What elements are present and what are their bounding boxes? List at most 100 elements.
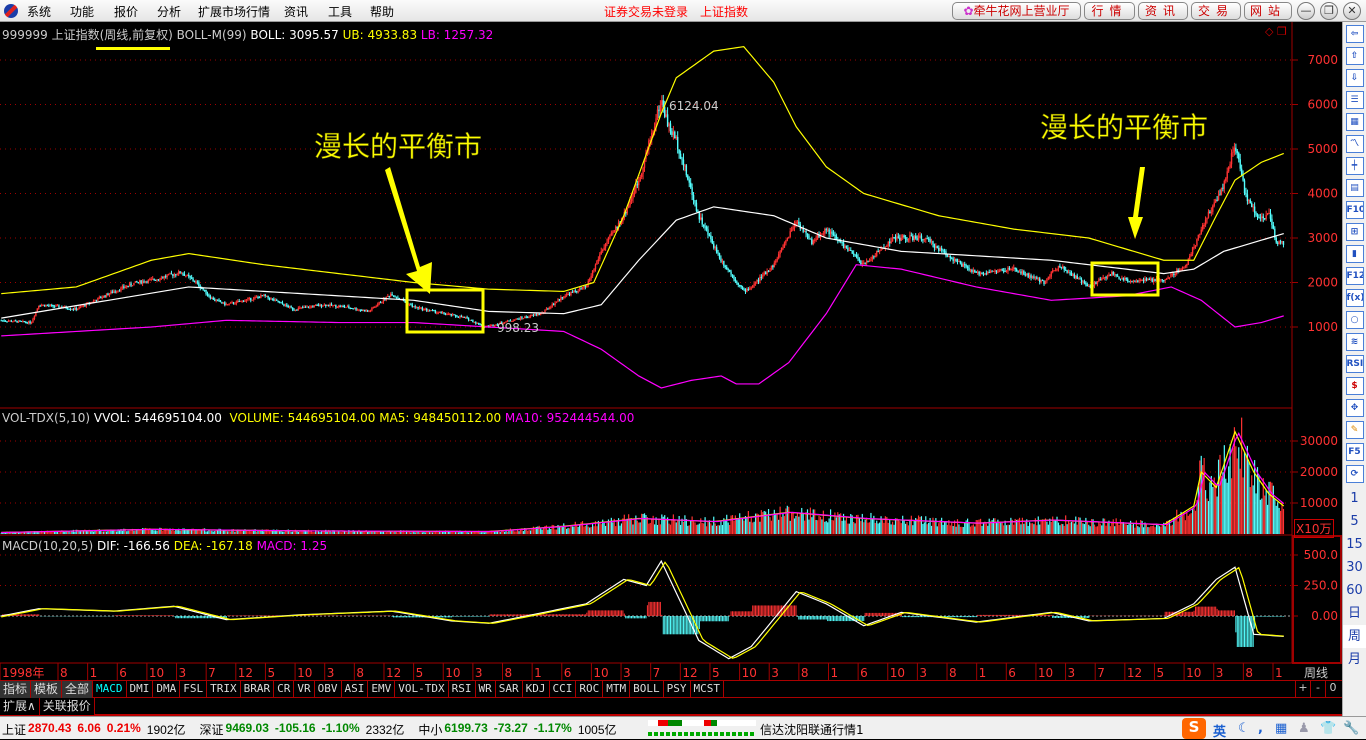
quote-list-icon[interactable]: ☰ xyxy=(1345,91,1364,109)
candle-body xyxy=(865,260,868,264)
tab-roc[interactable]: ROC xyxy=(576,681,604,698)
tab-cci[interactable]: CCI xyxy=(550,681,577,698)
tab-vr[interactable]: VR xyxy=(294,681,315,698)
menu-quote[interactable]: 报价 xyxy=(114,5,139,19)
menu-system[interactable]: 系统 xyxy=(27,5,52,19)
tab-mtm[interactable]: MTM xyxy=(603,681,631,698)
move-icon[interactable]: ✥ xyxy=(1345,399,1364,417)
tab-boll[interactable]: BOLL xyxy=(630,681,664,698)
tree-icon[interactable]: ⊞ xyxy=(1345,223,1364,241)
tab-related-quotes[interactable]: 关联报价 xyxy=(39,698,95,715)
punctuation-icon[interactable]: , xyxy=(1258,721,1263,736)
menu-analysis[interactable]: 分析 xyxy=(157,5,182,19)
candle-body xyxy=(271,298,274,300)
f10-icon[interactable]: F10 xyxy=(1345,201,1364,219)
sogou-ime-icon[interactable]: S xyxy=(1182,718,1206,739)
period-4[interactable]: 60 xyxy=(1346,583,1363,598)
menu-function[interactable]: 功能 xyxy=(70,5,95,19)
tab-psy[interactable]: PSY xyxy=(664,681,691,698)
candle-body xyxy=(136,281,138,283)
wave-icon[interactable]: ≋ xyxy=(1345,333,1364,351)
connection-status[interactable]: 信达沈阳联通行情1 xyxy=(760,723,864,737)
period-2[interactable]: 15 xyxy=(1346,537,1363,552)
candle-body xyxy=(1204,219,1207,225)
right-toolbar: ⇦ ⇧ ⇩ ☰ ▦ 〽 ┿ ▤ F10 ⊞ ▮ F12 f(x) ○ ≋ RSI $ ✥ ✎ F5 ⟳ 1 5 15 30 60 日… xyxy=(1342,22,1366,716)
candle-body xyxy=(415,306,418,308)
market-button[interactable]: 行情 xyxy=(1084,2,1135,20)
tab-wr[interactable]: WR xyxy=(476,681,496,698)
candle-body xyxy=(1168,277,1171,279)
diamond-icon[interactable]: ◇ xyxy=(1265,25,1274,38)
tab-全部[interactable]: 全部 xyxy=(62,681,94,698)
candle-body xyxy=(258,297,261,299)
chart-area[interactable]: 7000600050004000300020001000300002000010… xyxy=(0,22,1342,680)
wrench-icon[interactable]: 🔧 xyxy=(1343,721,1360,736)
zoom-reset-button[interactable]: 0 xyxy=(1325,681,1340,698)
ime-mode[interactable]: 英 xyxy=(1213,725,1227,740)
formula-icon[interactable]: f(x) xyxy=(1345,289,1364,307)
website-button[interactable]: 网站 xyxy=(1244,2,1292,20)
candle-body xyxy=(1044,281,1047,284)
menu-tools[interactable]: 工具 xyxy=(328,5,353,19)
minimize-icon[interactable]: — xyxy=(1297,2,1315,20)
candlestick-icon[interactable]: ┿ xyxy=(1345,157,1364,175)
close-icon[interactable]: ✕ xyxy=(1343,2,1361,20)
tab-fsl[interactable]: FSL xyxy=(180,681,208,698)
zoom-in-button[interactable]: + xyxy=(1295,681,1310,698)
tab-macd[interactable]: MACD xyxy=(93,681,127,698)
period-3[interactable]: 30 xyxy=(1346,560,1363,575)
shirt-icon[interactable]: 👕 xyxy=(1320,721,1337,736)
keyboard-icon[interactable]: ▦ xyxy=(1275,721,1288,736)
user-icon[interactable]: ♟ xyxy=(1298,721,1310,736)
menu-extended-market[interactable]: 扩展市场行情 xyxy=(198,5,271,19)
f12-icon[interactable]: F12 xyxy=(1345,267,1364,285)
tab-asi[interactable]: ASI xyxy=(342,681,369,698)
candle-body xyxy=(1173,273,1175,275)
rsi-icon[interactable]: RSI xyxy=(1345,355,1364,373)
tab-brar[interactable]: BRAR xyxy=(241,681,275,698)
period-1[interactable]: 5 xyxy=(1350,514,1359,529)
menu-news[interactable]: 资讯 xyxy=(284,5,309,19)
up-arrow-icon[interactable]: ⇧ xyxy=(1345,47,1364,65)
tab-mcst[interactable]: MCST xyxy=(691,681,725,698)
tab-rsi[interactable]: RSI xyxy=(449,681,476,698)
news-button[interactable]: 资讯 xyxy=(1138,2,1188,20)
moon-icon[interactable]: ☾ xyxy=(1238,721,1250,736)
windows-icon[interactable]: ▤ xyxy=(1345,179,1364,197)
period-7[interactable]: 月 xyxy=(1347,652,1361,667)
line-chart-icon[interactable]: 〽 xyxy=(1345,135,1364,153)
tab-sar[interactable]: SAR xyxy=(496,681,523,698)
trade-button[interactable]: 交易 xyxy=(1191,2,1241,20)
candle-body xyxy=(277,300,279,303)
f5-icon[interactable]: F5 xyxy=(1345,443,1364,461)
period-6[interactable]: 周 xyxy=(1343,625,1366,648)
tab-vol-tdx[interactable]: VOL-TDX xyxy=(395,681,449,698)
back-arrow-icon[interactable]: ⇦ xyxy=(1345,25,1364,43)
grid-icon[interactable]: ▦ xyxy=(1345,113,1364,131)
period-0[interactable]: 1 xyxy=(1350,491,1359,506)
tab-dma[interactable]: DMA xyxy=(153,681,181,698)
tab-extend[interactable]: 扩展∧ xyxy=(0,698,40,715)
candle-body xyxy=(421,307,424,311)
window-toggle-icon[interactable]: ❐ xyxy=(1277,25,1287,38)
tab-cr[interactable]: CR xyxy=(274,681,295,698)
dollar-icon[interactable]: $ xyxy=(1345,377,1364,395)
clipboard-icon[interactable]: ▮ xyxy=(1345,245,1364,263)
online-hall-button[interactable]: ✿牵牛花网上营业厅 xyxy=(952,2,1081,20)
tab-dmi[interactable]: DMI xyxy=(127,681,154,698)
tab-emv[interactable]: EMV xyxy=(368,681,396,698)
zoom-out-button[interactable]: - xyxy=(1310,681,1325,698)
tab-指标[interactable]: 指标 xyxy=(0,681,32,698)
tab-obv[interactable]: OBV xyxy=(315,681,342,698)
circle-icon[interactable]: ○ xyxy=(1345,311,1364,329)
down-arrow-icon[interactable]: ⇩ xyxy=(1345,69,1364,87)
tab-模板[interactable]: 模板 xyxy=(31,681,63,698)
menu-help[interactable]: 帮助 xyxy=(370,5,395,19)
period-5[interactable]: 日 xyxy=(1347,606,1361,621)
refresh-icon[interactable]: ⟳ xyxy=(1345,465,1364,483)
candle-body xyxy=(961,263,963,267)
restore-icon[interactable]: ❐ xyxy=(1320,2,1338,20)
tab-kdj[interactable]: KDJ xyxy=(523,681,550,698)
tab-trix[interactable]: TRIX xyxy=(207,681,241,698)
pencil-icon[interactable]: ✎ xyxy=(1345,421,1364,439)
